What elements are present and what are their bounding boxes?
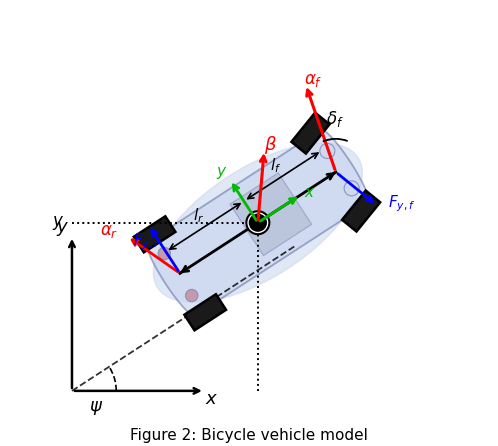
Text: $l_f$: $l_f$ [270, 156, 282, 175]
Text: Figure 2: Bicycle vehicle model: Figure 2: Bicycle vehicle model [130, 428, 368, 442]
Circle shape [186, 289, 198, 302]
Polygon shape [147, 130, 369, 316]
Text: $x$: $x$ [304, 185, 315, 200]
Circle shape [320, 144, 335, 158]
Polygon shape [230, 173, 312, 256]
Polygon shape [184, 294, 226, 330]
Text: $y$: $y$ [216, 165, 228, 182]
Text: $\beta$: $\beta$ [264, 134, 277, 156]
Polygon shape [342, 190, 380, 231]
Circle shape [158, 247, 171, 260]
Text: $\psi$: $\psi$ [89, 399, 104, 417]
Text: $y$: $y$ [56, 220, 69, 238]
Text: $\alpha_f$: $\alpha_f$ [304, 71, 323, 89]
Circle shape [344, 181, 359, 196]
Text: $\alpha_r$: $\alpha_r$ [101, 222, 119, 240]
Ellipse shape [153, 143, 363, 302]
Text: $l_r$: $l_r$ [193, 207, 204, 225]
Text: $F_{y,r}$: $F_{y,r}$ [132, 231, 160, 252]
Text: $\delta_f$: $\delta_f$ [326, 109, 344, 129]
Text: $y$: $y$ [52, 214, 65, 231]
Text: $x$: $x$ [205, 390, 218, 408]
Circle shape [247, 211, 269, 234]
Text: $F_{y,f}$: $F_{y,f}$ [387, 193, 415, 214]
Circle shape [249, 214, 266, 231]
Polygon shape [291, 113, 330, 153]
Polygon shape [134, 216, 175, 252]
